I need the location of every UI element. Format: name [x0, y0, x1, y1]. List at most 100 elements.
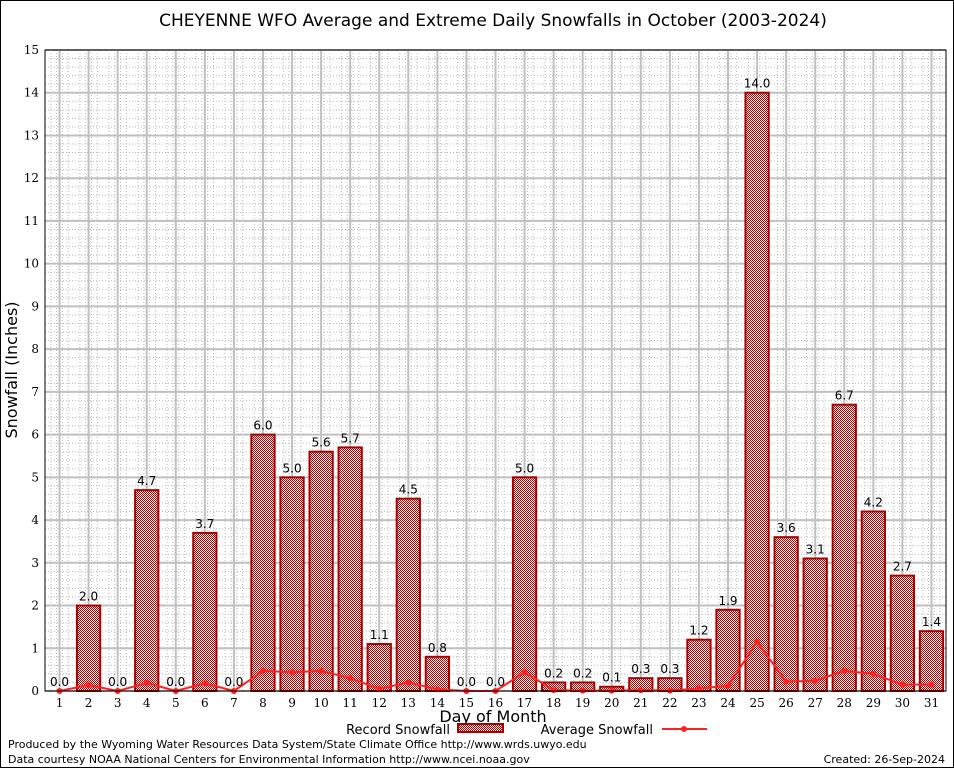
- x-tick-label: 1: [56, 696, 64, 710]
- average-point: [85, 682, 92, 689]
- x-tick-label: 19: [575, 696, 590, 710]
- bar-data-label: 0.0: [108, 675, 127, 689]
- bar-data-label: 0.0: [166, 675, 185, 689]
- bar-data-label: 0.3: [631, 662, 650, 676]
- y-tick-label: 15: [24, 43, 39, 57]
- x-tick-label: 9: [288, 696, 296, 710]
- x-axis-label: Day of Month: [439, 707, 546, 726]
- bar-data-label: 4.2: [864, 496, 883, 510]
- x-tick-label: 24: [720, 696, 736, 710]
- x-tick-label: 14: [430, 696, 446, 710]
- y-tick-label: 13: [24, 128, 39, 142]
- y-tick-label: 1: [31, 641, 39, 655]
- record-bar: [686, 638, 712, 692]
- record-bar: [395, 497, 421, 693]
- record-bar: [860, 510, 886, 692]
- plot-frame: [44, 49, 947, 692]
- bar-data-label: 6.0: [253, 419, 272, 433]
- x-tick-label: 30: [895, 696, 910, 710]
- x-tick-label: 18: [546, 696, 561, 710]
- average-point: [550, 687, 557, 694]
- average-point: [347, 675, 354, 682]
- record-bar: [744, 91, 770, 692]
- average-point: [289, 669, 296, 676]
- average-point: [754, 638, 761, 645]
- x-tick-label: 4: [143, 696, 151, 710]
- chart-title: CHEYENNE WFO Average and Extreme Daily S…: [159, 11, 827, 31]
- record-bar: [250, 433, 276, 692]
- bar-data-label: 0.0: [486, 675, 505, 689]
- average-point: [812, 677, 819, 684]
- average-point: [521, 669, 528, 676]
- legend-record-label: Record Snowfall: [346, 723, 450, 738]
- x-tick-label: 20: [604, 696, 619, 710]
- bar-data-label: 3.1: [806, 543, 825, 557]
- x-tick-label: 31: [924, 696, 939, 710]
- footer-data-source: Data courtesy NOAA National Centers for …: [8, 753, 530, 766]
- bar-data-label: 0.0: [50, 675, 69, 689]
- average-point: [376, 685, 383, 692]
- record-bar: [773, 536, 799, 692]
- bar-data-label: 5.7: [341, 431, 360, 445]
- y-tick-label: 0: [31, 684, 39, 698]
- average-point: [318, 667, 325, 674]
- bar-data-label: 4.5: [399, 483, 418, 497]
- x-tick-label: 10: [313, 696, 328, 710]
- bar-data-label: 6.7: [835, 389, 854, 403]
- average-point: [637, 687, 644, 694]
- x-tick-label: 8: [259, 696, 267, 710]
- bar-data-label: 4.7: [137, 474, 156, 488]
- y-tick-label: 10: [24, 257, 39, 271]
- x-tick-label: 22: [662, 696, 677, 710]
- y-tick-label: 5: [31, 470, 39, 484]
- average-point: [928, 681, 935, 688]
- y-tick-label: 8: [31, 342, 39, 356]
- record-bar: [715, 608, 741, 692]
- bar-data-label: 3.6: [777, 521, 796, 535]
- record-bar: [308, 450, 334, 692]
- bar-data-label: 0.2: [544, 666, 563, 680]
- bar-data-label: 5.0: [283, 461, 302, 475]
- record-bar: [279, 476, 305, 693]
- average-point: [259, 667, 266, 674]
- average-point: [841, 667, 848, 674]
- x-tick-label: 5: [172, 696, 180, 710]
- bar-data-label: 14.0: [744, 77, 771, 91]
- footer-created: Created: 26-Sep-2024: [824, 753, 945, 766]
- x-tick-label: 27: [808, 696, 823, 710]
- y-axis-label: Snowfall (Inches): [2, 301, 21, 438]
- y-tick-label: 11: [24, 214, 39, 228]
- bar-data-label: 0.0: [457, 675, 476, 689]
- bar-data-label: 2.0: [79, 590, 98, 604]
- footer-producer: Produced by the Wyoming Water Resources …: [8, 738, 587, 751]
- x-tick-label: 29: [866, 696, 881, 710]
- y-tick-label: 7: [31, 385, 39, 399]
- record-bar: [75, 604, 102, 692]
- record-bar: [424, 655, 450, 693]
- x-tick-label: 23: [691, 696, 706, 710]
- x-tick-label: 11: [343, 696, 358, 710]
- x-tick-label: 21: [633, 696, 648, 710]
- x-tick-label: 13: [401, 696, 416, 710]
- x-tick-label: 26: [779, 696, 794, 710]
- legend-average-marker: [681, 726, 687, 732]
- bar-data-label: 5.6: [312, 436, 331, 450]
- average-point: [725, 682, 732, 689]
- bar-data-label: 2.7: [893, 560, 912, 574]
- legend: Record Snowfall Average Snowfall: [346, 723, 707, 738]
- bar-data-label: 0.3: [660, 662, 679, 676]
- average-point: [143, 679, 150, 686]
- bar-data-label: 5.0: [515, 461, 534, 475]
- legend-record-swatch: [457, 723, 504, 733]
- x-tick-label: 15: [459, 696, 474, 710]
- record-bar: [337, 446, 363, 693]
- x-tick-label: 28: [837, 696, 852, 710]
- y-tick-label: 6: [31, 428, 39, 442]
- record-bar: [192, 531, 218, 692]
- legend-average-label: Average Snowfall: [541, 723, 653, 738]
- bar-data-label: 0.2: [573, 666, 592, 680]
- x-tick-label: 16: [488, 696, 503, 710]
- y-tick-label: 4: [31, 513, 39, 527]
